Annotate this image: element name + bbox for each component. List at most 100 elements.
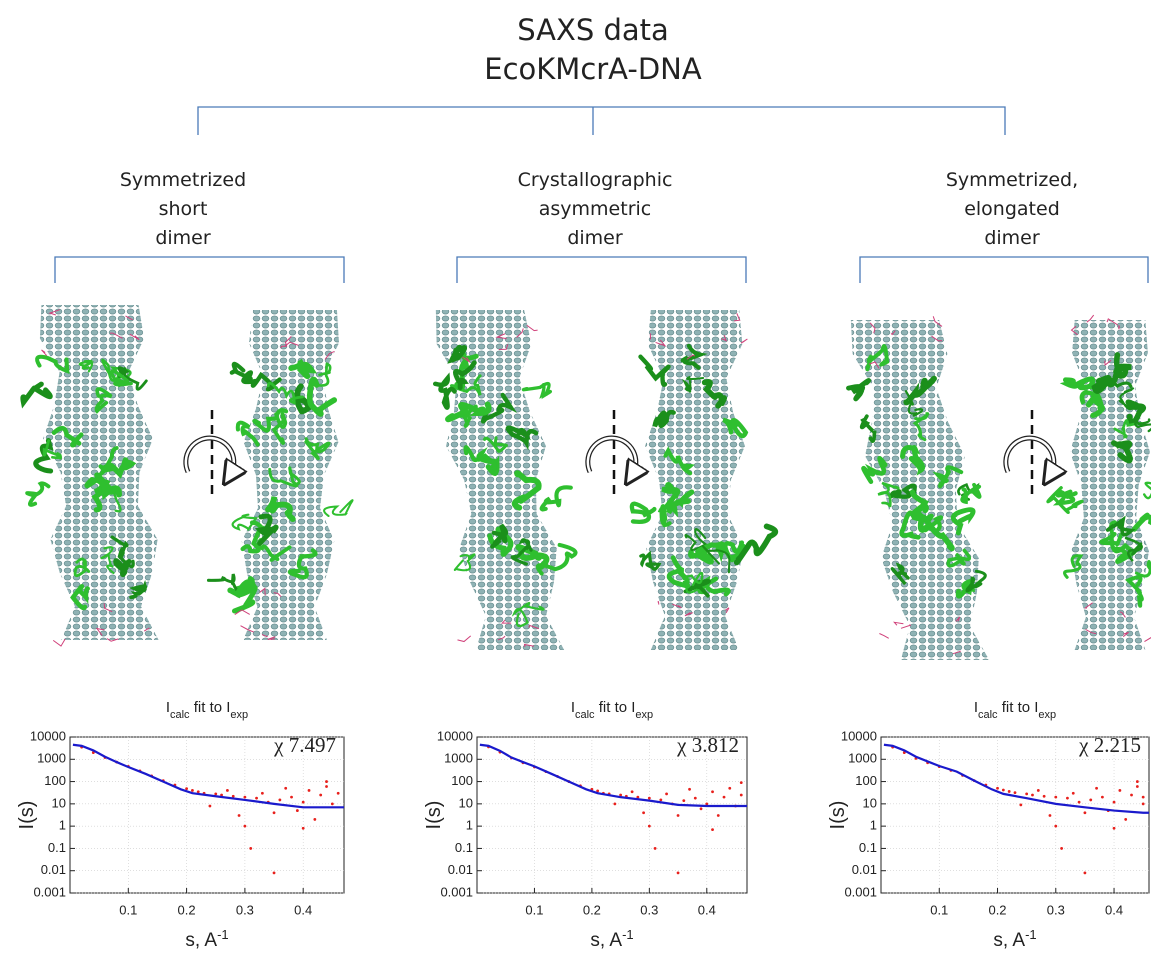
title-part: fit to I (595, 699, 636, 716)
x-tick-label: 0.2 (988, 902, 1006, 917)
x-tick-label: 0.3 (1047, 902, 1065, 917)
x-tick-label: 0.2 (178, 902, 196, 917)
data-point (688, 788, 691, 791)
chart: Icalc fit to Iexp0.0010.010.111010010001… (827, 699, 1149, 951)
title-part: calc (170, 709, 190, 721)
protein-ribbon (232, 364, 251, 381)
protein-ribbon (542, 487, 571, 509)
group-label: Symmetrized, (946, 169, 1078, 191)
group-label: asymmetric (539, 198, 651, 220)
data-point (319, 794, 322, 797)
x-tick-label: 0.3 (640, 902, 658, 917)
data-point (255, 797, 258, 800)
data-point (243, 796, 246, 799)
y-tick-label: 10000 (30, 728, 66, 743)
title-part: exp (1038, 709, 1056, 721)
y-tick-label: 100 (855, 773, 877, 788)
data-point (290, 796, 293, 799)
data-point (243, 825, 246, 828)
y-tick-label: 0.001 (440, 884, 473, 899)
data-point (648, 825, 651, 828)
data-point (273, 811, 276, 814)
rotation-arrow-inner (186, 438, 234, 475)
data-point (197, 790, 200, 793)
x-tick-label: 0.1 (525, 902, 543, 917)
y-tick-label: 1 (59, 818, 66, 833)
data-point (705, 802, 708, 805)
data-point (711, 790, 714, 793)
y-tick-label: 100 (451, 773, 473, 788)
data-point (191, 789, 194, 792)
data-point (728, 787, 731, 790)
plot-frame (881, 737, 1149, 893)
y-axis-label: I(s) (827, 801, 849, 830)
data-point (717, 814, 720, 817)
data-point (677, 871, 680, 874)
x-label-part: -1 (217, 927, 229, 942)
chi-annotation: χ 3.812 (676, 733, 739, 757)
data-point (1113, 801, 1116, 804)
chi-annotation: χ 2.215 (1078, 733, 1141, 757)
data-point (740, 781, 743, 784)
group-label: dimer (567, 227, 623, 249)
data-point (273, 871, 276, 874)
data-point (682, 799, 685, 802)
data-point (711, 828, 714, 831)
data-point (232, 795, 235, 798)
y-tick-label: 10 (459, 795, 473, 810)
title-part: fit to I (998, 699, 1039, 716)
data-point (648, 797, 651, 800)
data-point (1142, 796, 1145, 799)
data-point (226, 789, 229, 792)
group-label: short (159, 198, 208, 220)
data-point (325, 780, 328, 783)
y-tick-label: 0.001 (33, 884, 66, 899)
y-axis-label: I(s) (16, 801, 38, 830)
title-part: exp (230, 709, 248, 721)
title-part: exp (635, 709, 653, 721)
y-tick-label: 10000 (437, 728, 473, 743)
x-label-part: -1 (1025, 927, 1037, 942)
data-point (1031, 794, 1034, 797)
title-line: EcoKMcrA-DNA (484, 52, 702, 86)
data-point (308, 789, 311, 792)
data-point (1113, 827, 1116, 830)
title-line: SAXS data (517, 13, 669, 47)
data-point (209, 805, 212, 808)
plot-area (884, 745, 1149, 875)
y-tick-label: 1 (870, 818, 877, 833)
data-point (996, 787, 999, 790)
data-point (1130, 794, 1133, 797)
data-point (1008, 790, 1011, 793)
y-tick-label: 1000 (848, 751, 877, 766)
title-part: calc (575, 709, 595, 721)
data-point (631, 790, 634, 793)
data-point (1101, 796, 1104, 799)
data-point (238, 814, 241, 817)
data-point (1142, 802, 1145, 805)
dna-stick (1144, 634, 1151, 641)
x-axis-label: s, A-1 (993, 927, 1036, 952)
data-point (325, 785, 328, 788)
data-point (296, 809, 299, 812)
protein-ribbon (523, 384, 550, 396)
title-part: fit to I (190, 699, 231, 716)
data-point (613, 802, 616, 805)
data-point (1037, 789, 1040, 792)
chart-title: Icalc fit to Iexp (571, 699, 653, 721)
data-point (302, 801, 305, 804)
dna-stick (894, 622, 903, 625)
data-point (1095, 787, 1098, 790)
y-tick-label: 0.1 (859, 840, 877, 855)
title-part: calc (978, 709, 998, 721)
x-label-part: s, A (993, 930, 1025, 951)
data-point (694, 797, 697, 800)
protein-ribbon (27, 483, 48, 505)
tree-bracket (55, 107, 1148, 283)
dna-envelope (645, 310, 745, 650)
data-point (1066, 797, 1069, 800)
protein-ribbon (435, 378, 454, 408)
chart: Icalc fit to Iexp0.0010.010.111010010001… (423, 699, 747, 951)
